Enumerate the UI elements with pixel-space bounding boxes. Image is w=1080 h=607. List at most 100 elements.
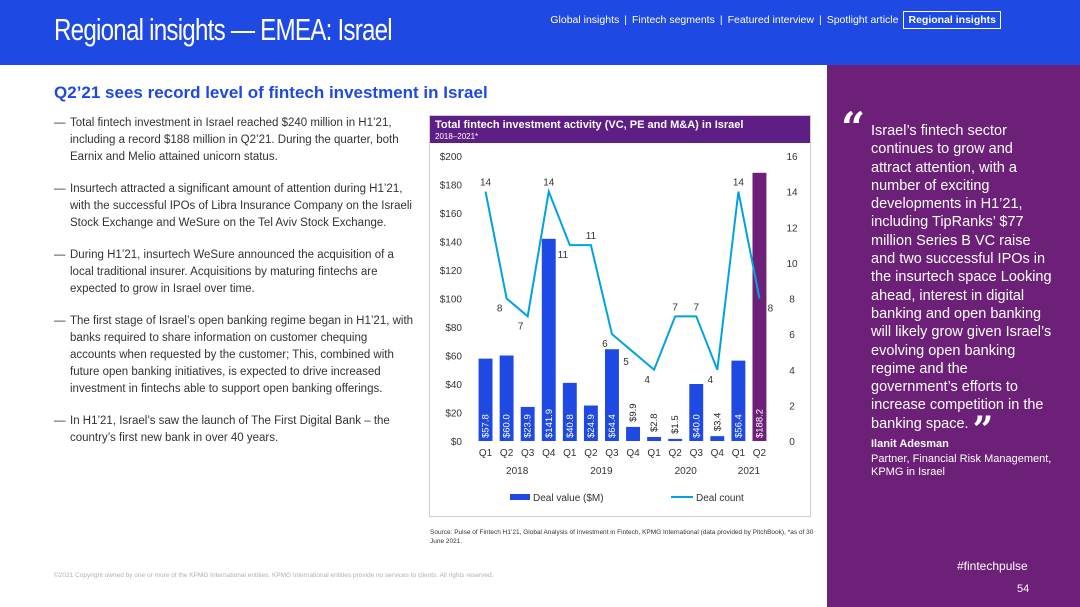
bullet-text: The first stage of Israel’s open banking… [70,315,414,395]
bar [647,437,662,441]
bar-value-label: $40.0 [691,414,702,438]
top-nav: Global insights | Fintech segments | Fea… [549,11,1001,29]
bar-value-label: $2.8 [649,414,660,433]
bullet-item: — In H1’21, Israel’s saw the launch of T… [54,413,414,447]
bar [605,349,619,441]
bar [689,384,704,441]
x-tick-label: Q4 [542,448,556,459]
deal-count-label: 4 [644,375,650,386]
x-tick-label: Q1 [563,448,577,459]
bar-value-label: $57.8 [481,414,492,438]
quote-close-icon: ” [972,408,994,451]
hashtag[interactable]: #fintechpulse [957,559,1028,573]
y-left-tick-label: $80 [445,323,462,334]
bar-value-label: $3.4 [712,413,723,432]
nav-featured-interview[interactable]: Featured interview [727,14,814,26]
deal-count-label: 14 [733,178,745,189]
x-tick-label: Q2 [669,448,683,459]
bullet-item: — During H1’21, insurtech WeSure announc… [54,247,414,298]
y-left-tick-label: $40 [445,380,462,391]
nav-separator: | [719,14,723,26]
y-left-tick-label: $160 [440,209,463,220]
year-label: 2018 [506,466,529,477]
combo-chart: $0 $20 $40 $60 $80 $100 $120 $140 $160 $180 $200 0 2… [440,152,798,504]
bar [626,426,640,441]
bar-value-label: $1.5 [670,415,681,434]
bar-value-label: $60.0 [502,414,513,438]
y-left-tick-label: $200 [440,152,463,163]
bar [499,355,514,441]
y-right-tick-label: 0 [789,437,795,448]
page-title: Regional insights — EMEA: Israel [54,12,393,47]
bullet-item: — Insurtech attracted a significant amou… [54,181,414,232]
x-tick-label: Q3 [690,448,704,459]
source-note: Source: Pulse of Fintech H1’21, Global A… [430,529,814,545]
deal-count-label: 7 [693,302,699,313]
y-left-tick-label: $100 [440,295,463,306]
deal-count-label: 4 [708,375,714,386]
deal-count-label: 11 [558,250,569,261]
year-label: 2021 [738,466,761,477]
y-right-tick-label: 14 [786,188,798,199]
deal-count-label: 7 [518,321,524,332]
nav-separator: | [818,14,822,26]
bar-value-label: $23.9 [523,414,534,438]
y-right-tick-label: 6 [789,330,795,341]
page-number: 54 [1017,583,1030,595]
year-label: 2020 [675,466,698,477]
quote-text-block: Israel’s fintech sector continues to gro… [871,122,1056,448]
deal-count-label: 8 [497,304,503,315]
y-right-tick-label: 10 [786,259,798,270]
bar-value-label: $64.4 [607,414,618,438]
y-left-tick-label: $0 [451,437,463,448]
bar-value-label: $141.9 [544,409,555,438]
nav-global-insights[interactable]: Global insights [550,14,620,26]
bullet-dash: — [54,249,66,261]
y-left-tick-label: $20 [445,409,462,420]
bar [668,438,683,441]
chart-panel: Total fintech investment activity (VC, P… [429,115,811,517]
x-tick-label: Q3 [605,448,619,459]
deal-count-label: 11 [586,231,597,242]
bar [520,406,535,441]
x-tick-label: Q2 [753,448,767,459]
deal-count-label: 8 [768,304,774,315]
bullet-dash: — [54,315,66,327]
bullet-text: During H1’21, insurtech WeSure announced… [70,249,394,295]
quote-open-icon: “ [841,103,866,152]
chart-header: Total fintech investment activity (VC, P… [430,116,810,143]
y-right-tick-label: 8 [789,295,795,306]
quote-panel: “ Israel’s fintech sector continues to g… [827,65,1080,607]
bullet-dash: — [54,415,66,427]
y-left-tick-label: $120 [440,266,463,277]
x-tick-label: Q2 [584,448,598,459]
nav-regional-insights[interactable]: Regional insights [903,11,1001,29]
deal-count-label: 7 [672,302,678,313]
bar [710,436,725,441]
y-right-tick-label: 16 [786,152,798,163]
nav-spotlight-article[interactable]: Spotlight article [826,14,899,26]
bar [752,172,767,441]
legend-bar-swatch [510,494,530,500]
chart-subtitle: 2018–2021* [435,132,479,141]
legend-line-label: Deal count [696,493,744,504]
bullet-dash: — [54,117,66,129]
deal-count-label: 6 [602,339,608,350]
x-tick-label: Q4 [711,448,725,459]
chart-title: Total fintech investment activity (VC, P… [435,119,744,131]
bar-value-label: $56.4 [733,414,744,438]
nav-fintech-segments[interactable]: Fintech segments [631,14,715,26]
bar-value-label: $24.9 [586,414,597,438]
bullet-text: Total fintech investment in Israel reach… [70,117,399,163]
bullet-text: Insurtech attracted a significant amount… [70,183,412,229]
bullet-item: — Total fintech investment in Israel rea… [54,115,414,166]
quote-text: Israel’s fintech sector continues to gro… [871,123,1052,432]
deal-count-label: 14 [480,178,492,189]
bar-value-label: $40.8 [565,414,576,438]
bar [562,382,577,441]
legend-bar-label: Deal value ($M) [533,493,604,504]
deal-count-label: 14 [543,178,555,189]
bullet-dash: — [54,183,66,195]
bar [478,358,493,441]
y-left-tick-label: $60 [445,352,462,363]
